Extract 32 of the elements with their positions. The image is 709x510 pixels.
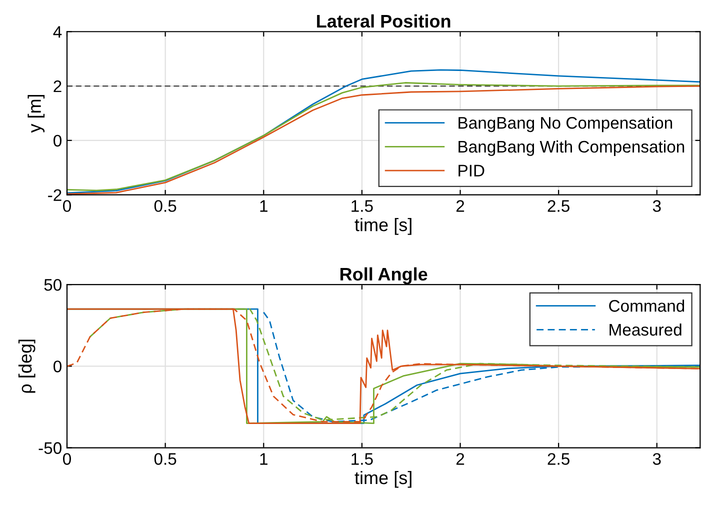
y-tick-label: 50 <box>44 278 62 291</box>
legend-label: PID <box>458 164 484 176</box>
chart-title: Roll Angle <box>340 267 428 284</box>
x-tick-label: 1.5 <box>352 453 373 465</box>
x-tick-label: 3 <box>652 453 661 465</box>
x-tick-label: 0.5 <box>154 200 176 212</box>
legend-label: Measured <box>610 323 682 336</box>
legend-label: Command <box>609 300 684 312</box>
x-tick-label: 1.5 <box>352 200 373 212</box>
y-tick-label: -2 <box>48 189 62 201</box>
x-tick-label: 2 <box>456 200 464 212</box>
x-tick-label: 3 <box>652 200 661 212</box>
x-tick-label: 0 <box>63 200 71 212</box>
chart-title: Lateral Position <box>317 14 450 28</box>
x-tick-label: 2 <box>456 453 464 465</box>
y-tick-label: 0 <box>54 134 62 147</box>
y-tick-label: -50 <box>38 442 62 454</box>
x-tick-label: 1 <box>260 200 268 212</box>
x-tick-label: 2.5 <box>548 200 570 212</box>
x-axis-title: time [s] <box>354 218 412 235</box>
y-axis-title: y [m] <box>28 94 45 133</box>
y-tick-label: 4 <box>53 26 62 38</box>
x-tick-label: 0.5 <box>154 453 176 465</box>
y-axis-title: ρ [deg] <box>18 340 36 393</box>
x-tick-label: 1 <box>260 453 268 465</box>
y-tick-label: 0 <box>54 360 62 372</box>
x-tick-label: 0 <box>63 453 71 465</box>
legend-label: BangBang With Compensation <box>458 140 684 156</box>
x-tick-label: 2.5 <box>548 453 570 465</box>
legend-label: BangBang No Compensation <box>458 116 672 132</box>
y-tick-label: 2 <box>54 80 62 92</box>
x-axis-title: time [s] <box>354 470 412 488</box>
